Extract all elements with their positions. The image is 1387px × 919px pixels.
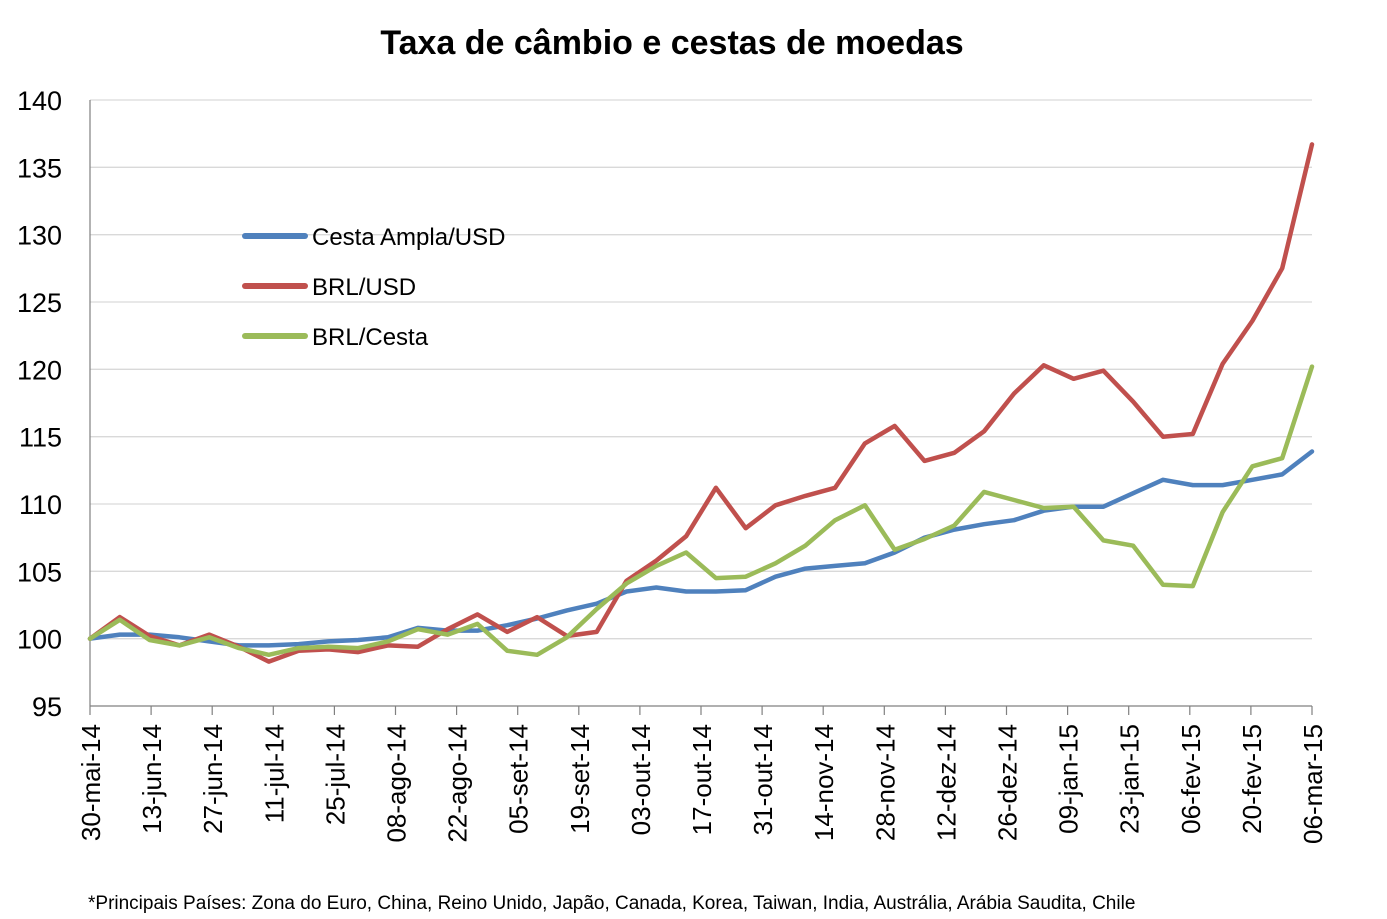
x-tick-labels: 30-mai-14 13-jun-14 27-jun-14 11-jul-14 25-j… xyxy=(76,724,1328,844)
x-tick-label: 28-nov-14 xyxy=(870,724,900,841)
series-line xyxy=(87,364,1315,658)
x-tick-label: 08-ago-14 xyxy=(382,724,412,843)
x-tick-label: 09-jan-15 xyxy=(1054,724,1084,834)
series-layer xyxy=(87,142,1315,664)
legend-label: BRL/USD xyxy=(312,274,416,301)
x-tick-label: 20-fev-15 xyxy=(1237,724,1267,834)
legend-label: Cesta Ampla/USD xyxy=(312,224,505,251)
y-tick-label: 115 xyxy=(19,423,62,453)
y-tick-label: 100 xyxy=(17,625,62,655)
y-tick-label: 105 xyxy=(17,557,62,587)
y-tick-label: 140 xyxy=(17,86,62,116)
y-tick-label: 125 xyxy=(17,288,62,318)
x-tick-label: 05-set-14 xyxy=(504,724,534,834)
x-tick-label: 25-jul-14 xyxy=(320,724,350,825)
y-tick-label: 120 xyxy=(17,355,62,385)
x-tick-label: 14-nov-14 xyxy=(809,724,839,841)
footnote: *Principais Países: Zona do Euro, China,… xyxy=(88,893,1135,914)
y-tick-label: 110 xyxy=(19,490,62,520)
x-tick-label: 27-jun-14 xyxy=(198,724,228,834)
x-tick-label: 13-jun-14 xyxy=(137,724,167,834)
y-tick-label: 95 xyxy=(32,692,62,722)
legend: Cesta Ampla/USD BRL/USD BRL/Cesta xyxy=(242,224,505,351)
chart-title: Taxa de câmbio e cestas de moedas xyxy=(380,24,963,62)
x-tick-label: 26-dez-14 xyxy=(993,724,1023,841)
y-tick-label: 130 xyxy=(17,221,62,251)
x-tick-label: 06-fev-15 xyxy=(1176,724,1206,834)
y-tick-labels: 95 100 105 110 115 120 125 130 135 140 xyxy=(17,86,62,722)
x-tick-label: 22-ago-14 xyxy=(443,724,473,843)
x-tick-label: 23-jan-15 xyxy=(1115,724,1145,834)
x-tick-label: 30-mai-14 xyxy=(76,724,106,841)
series-line xyxy=(87,449,1315,648)
x-tick-label: 03-out-14 xyxy=(626,724,656,835)
x-tick-label: 12-dez-14 xyxy=(931,724,961,841)
x-tick-label: 06-mar-15 xyxy=(1298,724,1328,844)
x-tick-label: 17-out-14 xyxy=(687,724,717,835)
x-tick-label: 11-jul-14 xyxy=(259,724,289,823)
legend-label: BRL/Cesta xyxy=(312,324,429,351)
x-tick-label: 31-out-14 xyxy=(748,724,778,835)
x-tick-label: 19-set-14 xyxy=(565,724,595,834)
y-tick-label: 135 xyxy=(17,153,62,183)
grid-layer xyxy=(90,99,1312,640)
axis-layer xyxy=(89,100,1313,715)
series-line xyxy=(87,142,1315,664)
